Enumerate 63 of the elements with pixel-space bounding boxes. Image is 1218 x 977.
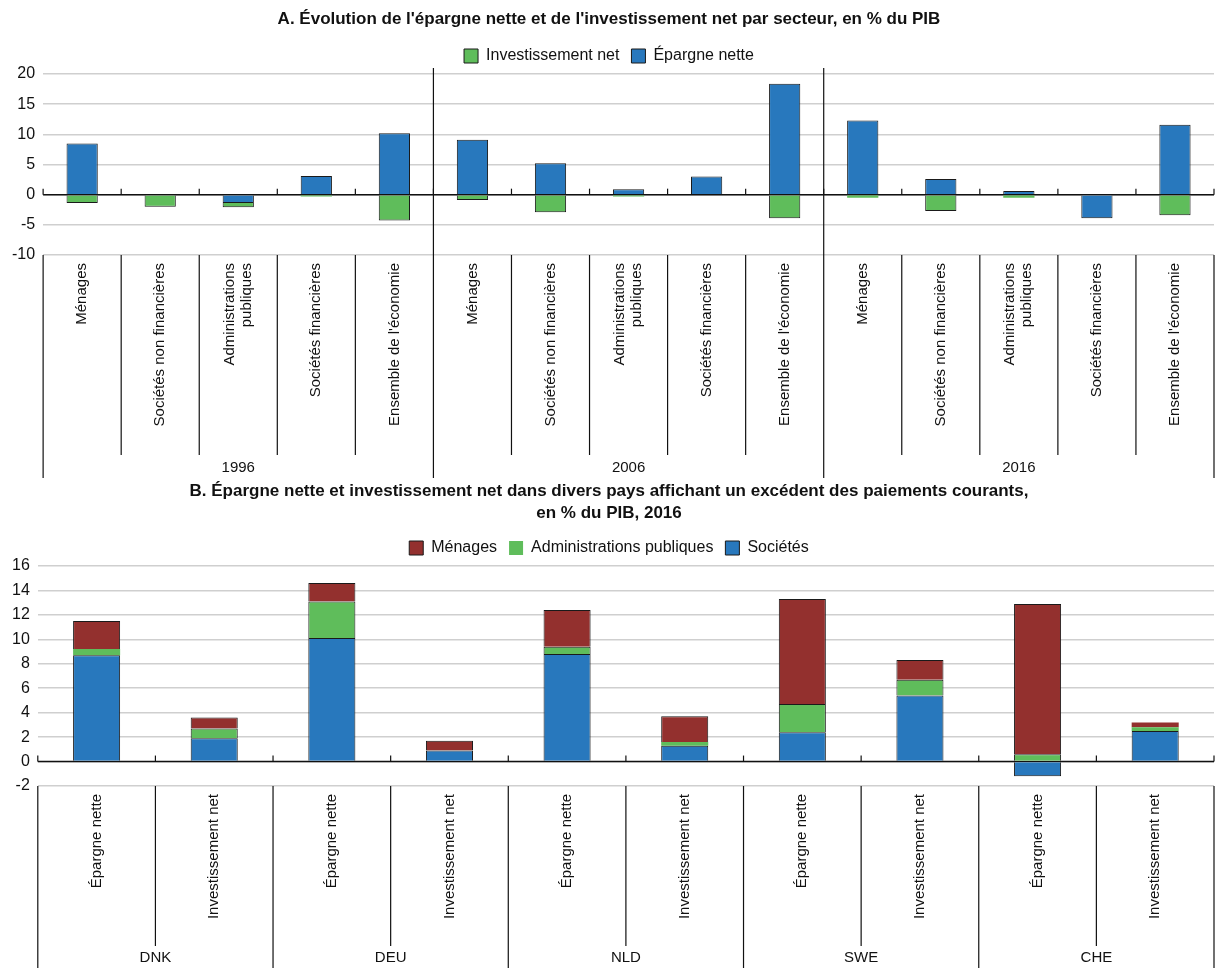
- y-tick-label: 20: [17, 64, 36, 82]
- bar: [661, 742, 709, 746]
- legend-label: Épargne nette: [653, 45, 755, 64]
- x-tick-label: Investissement net: [1145, 793, 1163, 920]
- text: DEU: [374, 948, 407, 966]
- text: NLD: [610, 948, 642, 966]
- legend-label: Investissement net: [486, 46, 620, 64]
- x-tick-label: Épargne nette: [86, 794, 104, 889]
- legend-label: Administrations publiques: [531, 538, 714, 556]
- text: CHE: [1080, 948, 1113, 966]
- text: DNK: [139, 948, 172, 966]
- x-tick-label: Sociétés non financières: [540, 263, 558, 427]
- x-tick-label: Ménages: [852, 263, 870, 325]
- chart-title: A. Évolution de l'épargne nette et de l'investissement net par secteur, en % du PIB: [276, 8, 942, 30]
- y-tick-label: 2: [20, 727, 30, 745]
- x-tick-label: Ensemble de l'économie: [774, 263, 792, 426]
- x-tick-label: Ensemble de l'économie: [384, 263, 402, 426]
- bar: [1131, 722, 1179, 728]
- y-tick-label: 12: [12, 605, 30, 623]
- chart-title: B. Épargne nette et investissement net dans divers pays affichant un excédent des paiements courants, en % du PIB, 2016: [188, 480, 1030, 524]
- text: 2016: [1002, 457, 1036, 475]
- y-tick-label: 15: [17, 94, 36, 112]
- x-tick-label: Épargne nette: [321, 794, 339, 889]
- bar: [847, 195, 879, 198]
- x-tick-label: Sociétés non financières: [150, 263, 168, 427]
- x-tick-label: Sociétés financières: [1087, 263, 1105, 398]
- x-tick-label: Administrations publiques: [1000, 263, 1035, 366]
- legend-label: Ménages: [431, 538, 498, 556]
- x-tick-label: Investissement net: [204, 793, 222, 920]
- bar: [1131, 727, 1179, 731]
- y-tick-label: -2: [15, 776, 30, 794]
- y-tick-label: 16: [12, 556, 30, 574]
- y-tick-label: 5: [26, 154, 36, 172]
- x-tick-label: Investissement net: [910, 793, 928, 920]
- y-tick-label: 0: [20, 751, 30, 769]
- x-tick-label: Ménages: [72, 263, 90, 325]
- text: 1996: [221, 457, 255, 475]
- y-tick-label: 4: [20, 703, 30, 721]
- x-tick-label: Sociétés non financières: [930, 263, 948, 427]
- y-tick-label: -10: [12, 245, 36, 263]
- x-tick-label: Épargne nette: [557, 794, 575, 889]
- y-tick-label: -5: [20, 215, 36, 233]
- bar: [73, 649, 121, 656]
- text: 2006: [611, 457, 646, 475]
- y-tick-label: 6: [20, 678, 30, 696]
- x-tick-label: Ménages: [462, 263, 480, 325]
- bar: [1003, 195, 1035, 198]
- y-tick-label: 14: [12, 580, 30, 598]
- text: SWE: [844, 948, 879, 966]
- x-tick-label: Investissement net: [674, 793, 692, 920]
- x-tick-label: Administrations publiques: [610, 263, 645, 366]
- y-tick-label: 10: [12, 629, 30, 647]
- legend-label: Sociétés: [747, 538, 809, 556]
- x-tick-label: Ensemble de l'économie: [1165, 263, 1183, 426]
- y-tick-label: 0: [26, 185, 36, 203]
- x-tick-label: Sociétés financières: [696, 263, 714, 398]
- y-tick-label: 8: [20, 654, 30, 672]
- x-tick-label: Épargne nette: [1027, 794, 1045, 889]
- x-tick-label: Administrations publiques: [219, 263, 254, 366]
- x-tick-label: Investissement net: [439, 793, 457, 920]
- y-tick-label: 10: [17, 124, 36, 142]
- x-tick-label: Sociétés financières: [306, 263, 324, 398]
- x-tick-label: Épargne nette: [792, 794, 810, 889]
